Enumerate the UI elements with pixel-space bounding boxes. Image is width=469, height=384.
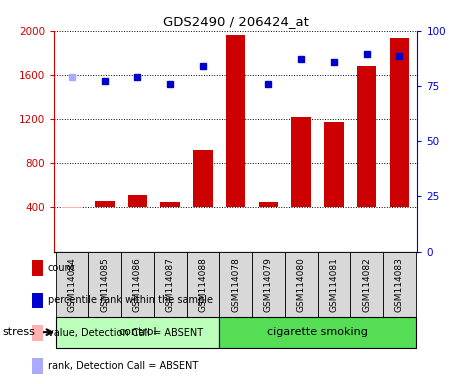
Bar	[95, 201, 114, 207]
Text: GSM114084: GSM114084	[68, 257, 76, 311]
Text: GSM114078: GSM114078	[231, 257, 240, 311]
Bar	[219, 252, 252, 317]
Bar	[154, 252, 187, 317]
Bar	[32, 293, 43, 308]
Text: cigarette smoking: cigarette smoking	[267, 327, 368, 337]
Bar	[390, 38, 409, 207]
Text: rank, Detection Call = ABSENT: rank, Detection Call = ABSENT	[47, 361, 198, 371]
Text: control: control	[118, 327, 157, 337]
Bar	[160, 202, 180, 207]
Text: GSM114080: GSM114080	[297, 257, 306, 311]
Text: GSM114086: GSM114086	[133, 257, 142, 311]
Bar	[226, 35, 245, 207]
Text: GSM114081: GSM114081	[329, 257, 339, 311]
Text: GSM114085: GSM114085	[100, 257, 109, 311]
Bar	[193, 150, 213, 207]
Bar	[252, 252, 285, 317]
Bar	[32, 358, 43, 374]
Bar	[383, 252, 416, 317]
Text: GSM114079: GSM114079	[264, 257, 273, 311]
Bar	[318, 252, 350, 317]
Bar	[88, 252, 121, 317]
Bar	[55, 317, 219, 348]
Bar	[357, 66, 377, 207]
Bar	[55, 252, 88, 317]
Text: count: count	[47, 263, 75, 273]
Bar	[32, 325, 43, 341]
Bar	[62, 207, 82, 209]
Bar	[350, 252, 383, 317]
Bar	[32, 260, 43, 276]
Text: GSM114087: GSM114087	[166, 257, 174, 311]
Bar	[258, 202, 278, 207]
Text: GSM114083: GSM114083	[395, 257, 404, 311]
Text: GSM114088: GSM114088	[198, 257, 207, 311]
Bar	[128, 195, 147, 207]
Bar	[121, 252, 154, 317]
Text: percentile rank within the sample: percentile rank within the sample	[47, 295, 212, 306]
Text: GSM114082: GSM114082	[362, 257, 371, 311]
Bar	[187, 252, 219, 317]
Bar	[219, 317, 416, 348]
Text: value, Detection Call = ABSENT: value, Detection Call = ABSENT	[47, 328, 203, 338]
Bar	[324, 122, 344, 207]
Bar	[291, 118, 311, 207]
Title: GDS2490 / 206424_at: GDS2490 / 206424_at	[163, 15, 309, 28]
Bar	[285, 252, 318, 317]
Text: stress: stress	[2, 327, 35, 337]
